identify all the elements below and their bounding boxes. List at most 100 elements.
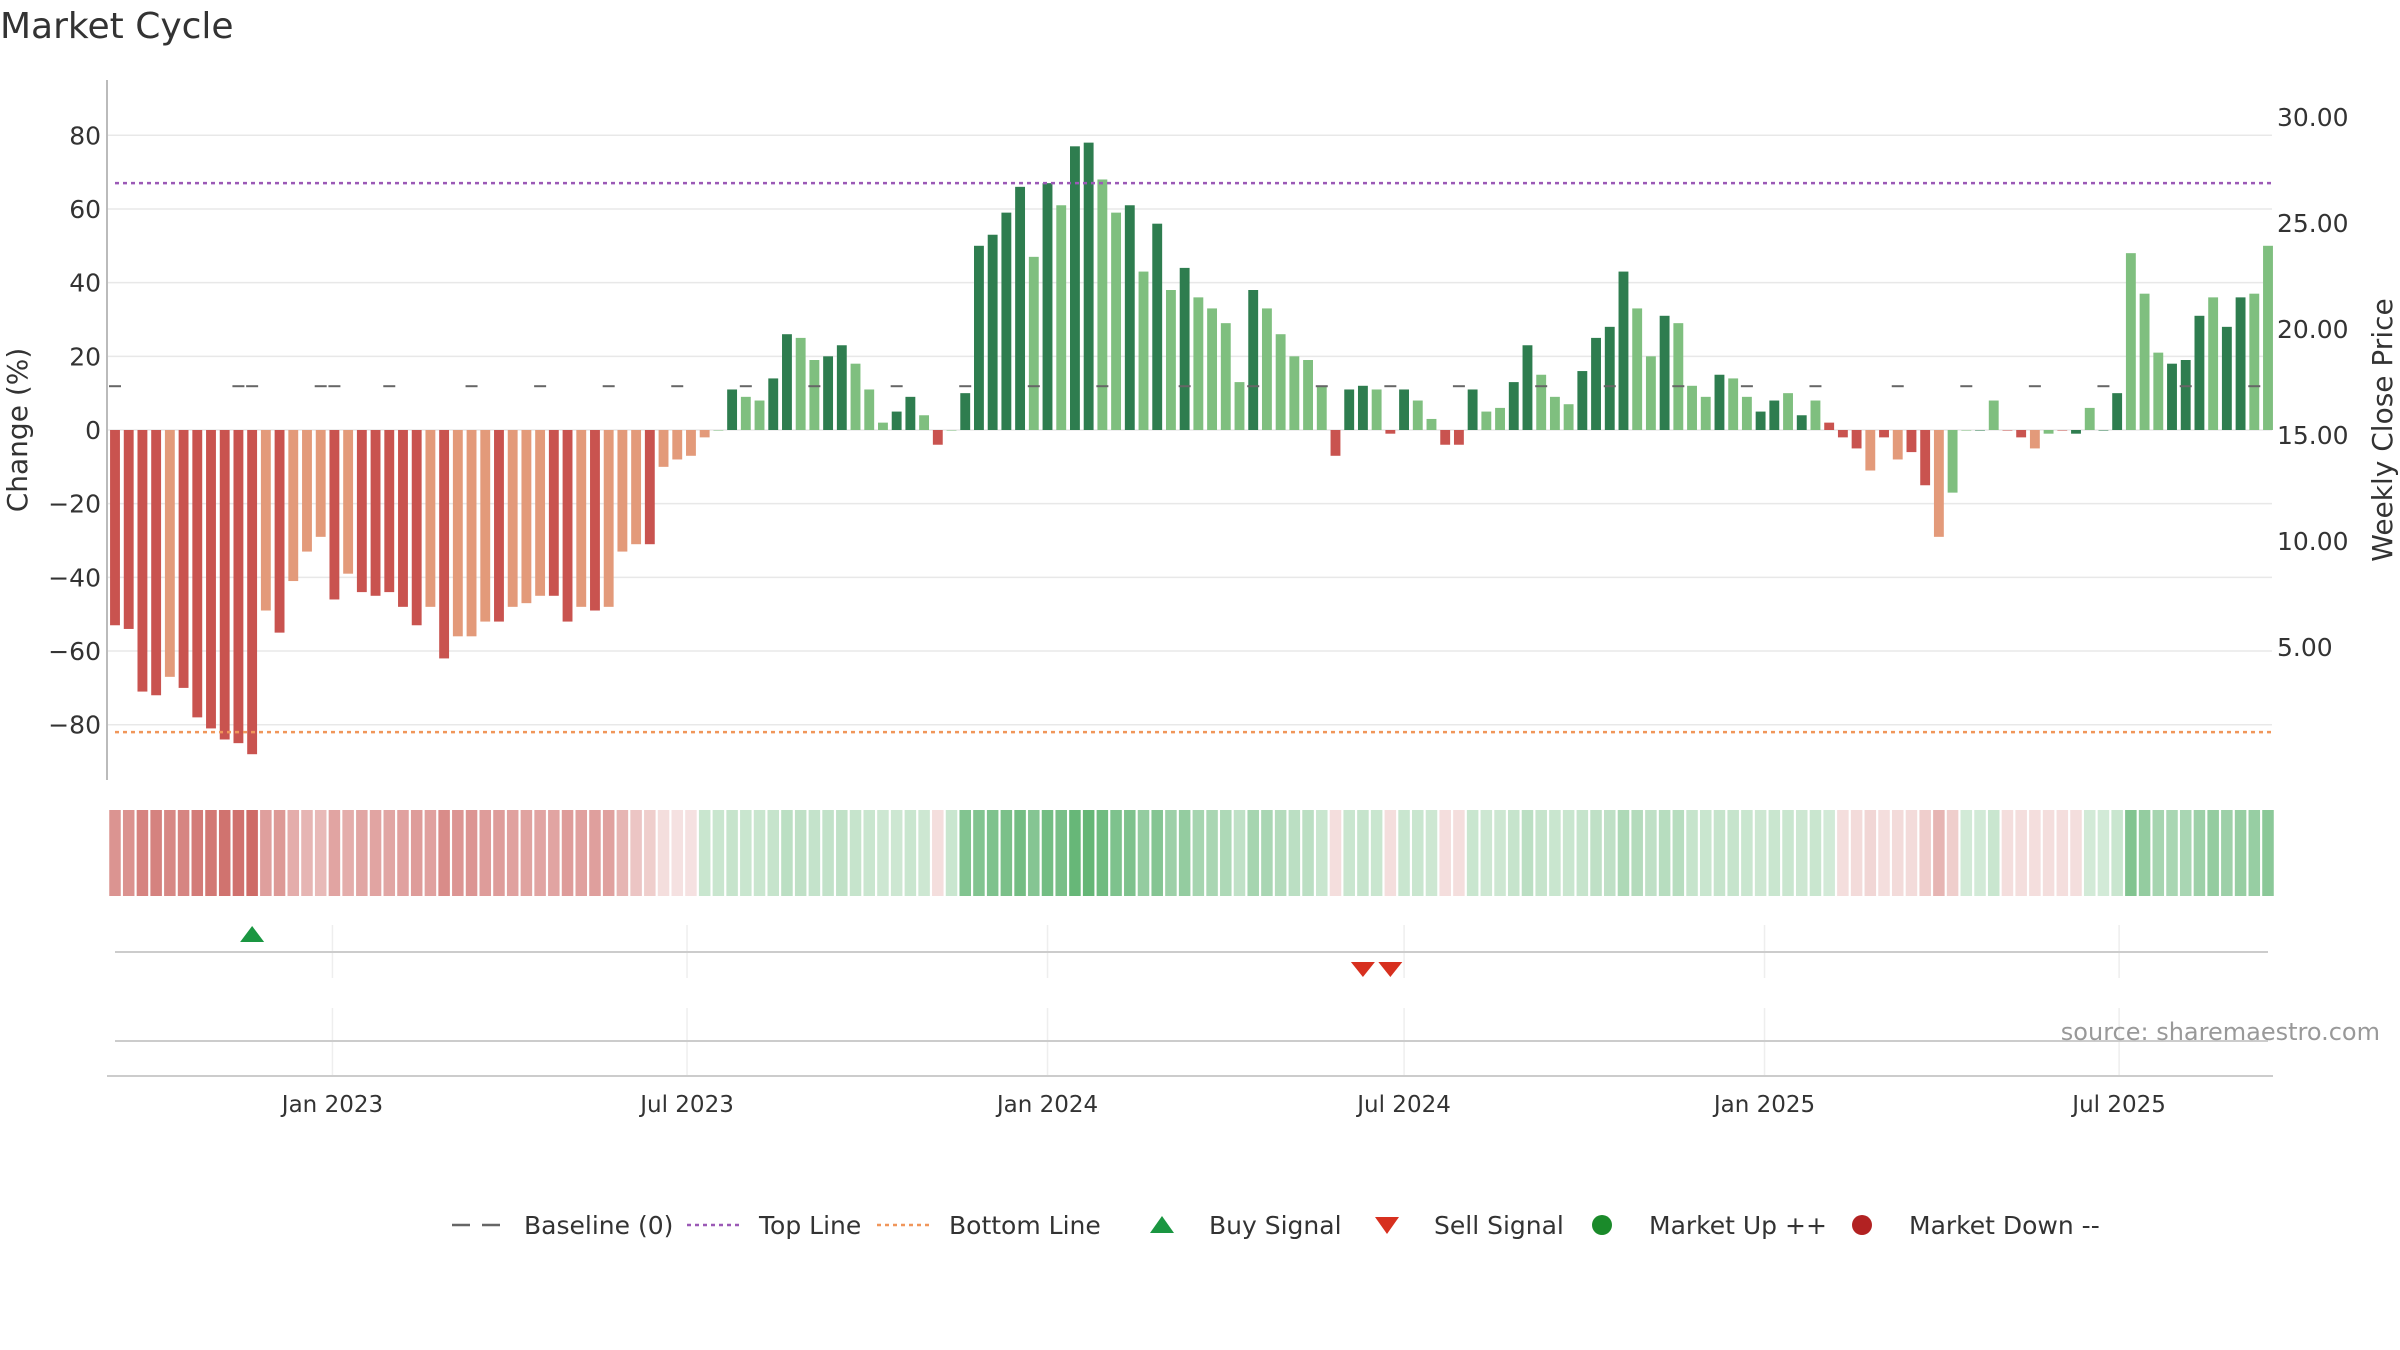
y2-tick-label: 20.00	[2277, 315, 2349, 344]
bar	[1645, 356, 1656, 430]
bar	[1906, 430, 1917, 453]
heat-cell	[246, 810, 258, 896]
heat-cell	[1247, 810, 1259, 896]
bar	[1371, 389, 1382, 430]
bar	[782, 334, 792, 430]
y-tick-label: −20	[48, 490, 101, 519]
heat-cell	[1768, 810, 1781, 896]
bar	[507, 430, 518, 607]
bar	[2263, 245, 2273, 430]
bar	[1028, 256, 1039, 430]
heat-cell	[945, 810, 958, 896]
bar	[2167, 363, 2177, 430]
bar	[1344, 389, 1355, 430]
legend-item: Top Line	[687, 1211, 861, 1240]
heat-cell	[740, 810, 752, 896]
heat-cell	[1055, 810, 1067, 896]
bar	[1179, 267, 1190, 430]
bar	[110, 430, 120, 626]
bar	[123, 430, 134, 629]
heat-cell	[767, 810, 780, 896]
bar	[219, 430, 230, 740]
heat-strip	[109, 810, 2274, 896]
heat-cell	[218, 810, 231, 896]
heat-cell	[1919, 810, 1931, 896]
heat-cell	[849, 810, 862, 896]
heat-cell	[1891, 810, 1904, 896]
bar	[891, 411, 902, 430]
heat-cell	[2138, 810, 2151, 896]
y2-tick-label: 15.00	[2277, 421, 2349, 450]
heat-cell	[1617, 810, 1630, 896]
heat-cell	[287, 810, 300, 896]
heat-cell	[397, 810, 409, 896]
bar	[686, 430, 696, 456]
heat-cell	[2152, 810, 2165, 896]
bar	[2249, 293, 2260, 430]
heat-cell	[1453, 810, 1465, 896]
legend-label: Baseline (0)	[524, 1211, 673, 1240]
heat-cell	[836, 810, 848, 896]
heat-cell	[1905, 810, 1918, 896]
heat-cell	[1370, 810, 1383, 896]
heat-cell	[1494, 810, 1506, 896]
heat-cell	[863, 810, 875, 896]
heat-cell	[959, 810, 971, 896]
bar	[1741, 396, 1752, 430]
bar	[1015, 186, 1026, 430]
bar	[1618, 271, 1629, 430]
heat-cell	[1178, 810, 1191, 896]
heat-cell	[781, 810, 793, 896]
heat-cell	[808, 810, 821, 896]
bar	[206, 430, 216, 729]
bar	[754, 400, 765, 430]
main-panel: 80 60 40 20 0 −20 −40 −60 −80 30.00 25.00 20.00 15.…	[1, 80, 2399, 780]
heat-cell	[1302, 810, 1314, 896]
sell-signal-marker	[1378, 962, 1403, 977]
heat-cell	[1562, 810, 1575, 896]
legend-label: Bottom Line	[949, 1211, 1101, 1240]
bar	[1563, 404, 1574, 430]
heat-cell	[1508, 810, 1520, 896]
bar	[411, 430, 422, 626]
bar	[1837, 430, 1848, 438]
bar	[1632, 308, 1643, 430]
heat-cell	[1658, 810, 1671, 896]
bar	[2043, 430, 2054, 434]
bar	[1522, 345, 1533, 430]
legend-label: Sell Signal	[1434, 1211, 1564, 1240]
heat-cell	[136, 810, 149, 896]
legend-item: Buy Signal	[1150, 1211, 1342, 1240]
bar	[2180, 360, 2191, 430]
bar	[850, 363, 861, 430]
heat-cell	[1960, 810, 1973, 896]
bar	[987, 234, 998, 430]
heat-cell	[616, 810, 629, 896]
bar	[2098, 430, 2109, 431]
bar	[535, 430, 546, 596]
bar	[672, 430, 683, 460]
bar	[1399, 389, 1409, 430]
legend-item: Market Up ++	[1592, 1211, 1827, 1240]
heat-cell	[1028, 810, 1040, 896]
heat-cell	[1823, 810, 1835, 896]
legend-label: Top Line	[758, 1211, 861, 1240]
bar	[740, 396, 751, 430]
bar	[1412, 400, 1423, 430]
x-tick-label: Jan 2025	[1712, 1092, 1815, 1118]
bar	[2029, 430, 2040, 449]
x-tick-label: Jul 2023	[638, 1092, 734, 1118]
bar	[603, 430, 614, 607]
y-tick-label: −80	[48, 711, 101, 740]
legend-buy-swatch	[1150, 1216, 1174, 1233]
bar	[521, 430, 532, 604]
heat-cell	[2001, 810, 2014, 896]
heat-cell	[2262, 810, 2274, 896]
bar	[1165, 290, 1176, 430]
legend-label: Market Down --	[1909, 1211, 2100, 1240]
heat-cell	[1274, 810, 1287, 896]
bar	[151, 430, 162, 696]
bar	[2084, 407, 2095, 430]
heat-cell	[589, 810, 601, 896]
heat-cell	[1645, 810, 1657, 896]
